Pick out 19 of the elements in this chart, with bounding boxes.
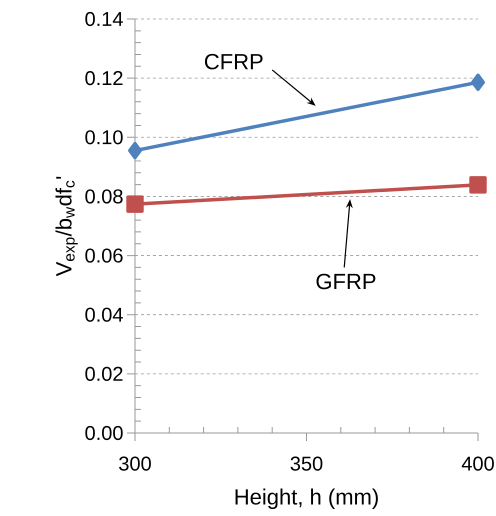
y-axis-title: V$_{exp}$/b$_{w}$df$_{c}$' xyxy=(55,176,78,276)
annotation: GFRP xyxy=(316,274,376,290)
y-tick-label: 0.14 xyxy=(85,12,123,26)
point xyxy=(126,195,144,213)
x-axis-title: Height, h (mm) xyxy=(236,488,378,510)
point xyxy=(471,74,485,91)
y-tick-label: 0.12 xyxy=(85,71,122,86)
y-tick-label: 0.02 xyxy=(85,366,122,381)
y-tick-label: 0.00 xyxy=(85,426,123,440)
y-tick-label: 0.06 xyxy=(85,248,123,263)
x-tick-label: 300 xyxy=(119,456,151,471)
x-tick-label: 350 xyxy=(290,456,322,471)
point xyxy=(128,142,142,160)
y-tick-label: 0.04 xyxy=(85,308,123,322)
y-tick-label: 0.10 xyxy=(85,130,123,144)
y-tick-label: 0.08 xyxy=(85,189,123,204)
x-tick-label: 400 xyxy=(462,456,494,471)
point xyxy=(469,176,487,194)
annotation: CFRP xyxy=(204,54,263,70)
